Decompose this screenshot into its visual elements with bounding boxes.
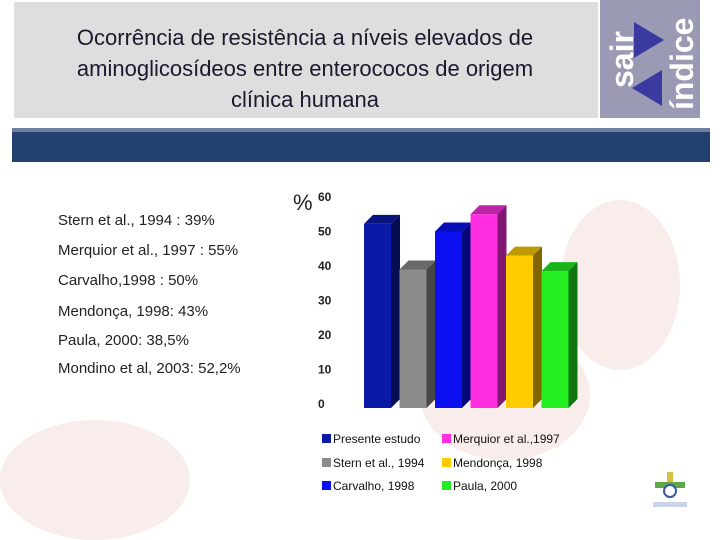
bar-top: [399, 260, 436, 270]
legend-item: Paula, 2000: [442, 479, 517, 493]
institution-logo: [653, 472, 687, 507]
previous-arrow-icon[interactable]: [630, 68, 664, 108]
bar-side: [391, 214, 400, 408]
bar-top: [364, 214, 400, 224]
title-panel: [14, 2, 598, 118]
bar-side: [533, 246, 542, 408]
y-axis-label: %: [293, 190, 313, 215]
reference-item: Stern et al., 1994 : 39%: [58, 212, 215, 229]
navigation-panel: sair índice: [600, 0, 700, 118]
y-tick-label: 30: [318, 294, 332, 308]
reference-item: Mendonça, 1998: 43%: [58, 303, 209, 320]
legend-swatch: [442, 434, 451, 443]
y-tick-label: 0: [318, 397, 325, 411]
legend-swatch: [442, 481, 451, 490]
legend-label: Merquior et al.,1997: [453, 432, 560, 446]
bar-side: [497, 205, 507, 408]
legend-item: Mendonça, 1998: [442, 456, 542, 470]
chart-legend: Presente estudo Merquior et al.,1997 Stern…: [322, 432, 622, 502]
legend-label: Carvalho, 1998: [333, 479, 415, 493]
legend-swatch: [322, 481, 331, 490]
reference-item: Mondino et al, 2003: 52,2%: [58, 360, 241, 377]
bar-top: [470, 205, 507, 215]
header-divider: [12, 128, 710, 132]
background-blob: [560, 200, 680, 370]
legend-label: Mendonça, 1998: [453, 456, 543, 470]
y-tick-label: 60: [318, 190, 332, 204]
y-tick-label: 40: [318, 259, 332, 273]
y-tick-label: 20: [318, 328, 332, 342]
legend-swatch: [442, 458, 451, 467]
reference-item: Merquior et al., 1997 : 55%: [58, 242, 239, 259]
bar: [541, 271, 569, 408]
y-tick-label: 10: [318, 363, 332, 377]
legend-item: Presente estudo: [322, 432, 420, 446]
reference-item: Paula, 2000: 38,5%: [58, 332, 189, 349]
y-tick-label: 50: [318, 225, 332, 239]
header-bar: [12, 132, 710, 162]
legend-label: Presente estudo: [333, 432, 421, 446]
bar: [364, 223, 391, 408]
bar: [470, 214, 498, 408]
legend-item: Merquior et al.,1997: [442, 432, 560, 446]
page-title: Ocorrência de resistência a níveis eleva…: [20, 22, 590, 115]
legend-swatch: [322, 434, 331, 443]
bar-top: [435, 222, 471, 232]
title-line: aminoglicosídeos entre enterococos de or…: [76, 56, 534, 81]
legend-item: Stern et al., 1994: [322, 456, 424, 470]
bar-side: [426, 260, 436, 408]
title-line: Ocorrência de resistência a níveis eleva…: [76, 25, 534, 50]
bar-side: [462, 222, 471, 408]
bar-top: [506, 246, 542, 256]
background-blob: [0, 420, 190, 540]
legend-swatch: [322, 458, 331, 467]
title-line: clínica humana: [231, 87, 379, 112]
next-arrow-icon[interactable]: [632, 20, 666, 60]
legend-label: Paula, 2000: [453, 479, 518, 493]
bar: [399, 269, 427, 408]
bar-top: [541, 262, 578, 272]
reference-item: Carvalho,1998 : 50%: [58, 272, 199, 289]
bar-side: [568, 262, 578, 408]
bar: [435, 231, 462, 408]
legend-item: Carvalho, 1998: [322, 479, 414, 493]
legend-label: Stern et al., 1994: [333, 456, 425, 470]
bar: [506, 255, 533, 408]
